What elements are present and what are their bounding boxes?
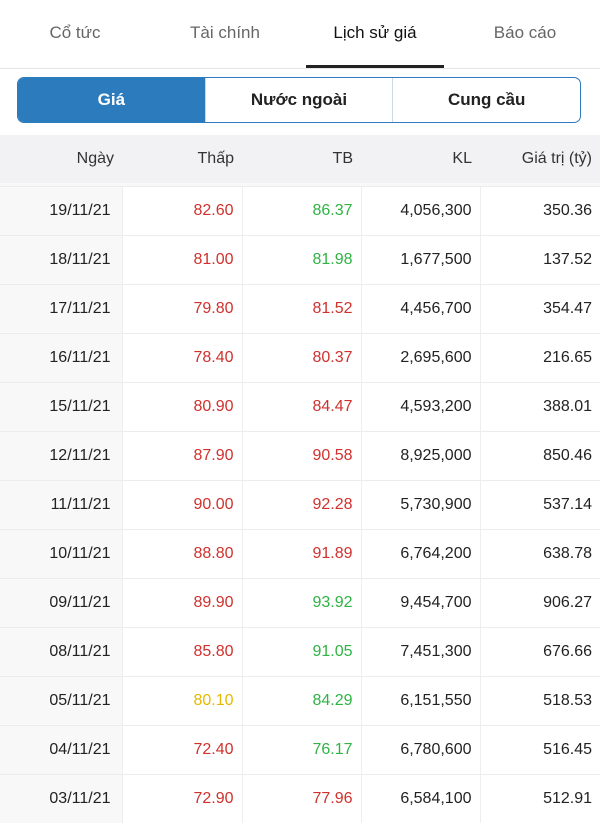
value-cell: 512.91 [480,775,600,823]
avg-cell: 91.89 [242,530,361,579]
avg-cell: 80.37 [242,334,361,383]
volume-cell: 4,056,300 [361,187,480,236]
volume-cell: 6,584,100 [361,775,480,823]
column-header[interactable]: Thấp [122,135,242,183]
avg-cell: 93.92 [242,579,361,628]
avg-cell: 77.96 [242,775,361,823]
date-cell: 08/11/21 [0,628,122,677]
avg-cell: 90.58 [242,432,361,481]
date-cell: 12/11/21 [0,432,122,481]
avg-cell: 91.05 [242,628,361,677]
tab[interactable]: Cổ tức [0,0,150,68]
date-cell: 04/11/21 [0,726,122,775]
date-cell: 15/11/21 [0,383,122,432]
volume-cell: 5,730,900 [361,481,480,530]
avg-cell: 81.98 [242,236,361,285]
tab[interactable]: Báo cáo [450,0,600,68]
value-cell: 537.14 [480,481,600,530]
value-cell: 906.27 [480,579,600,628]
date-cell: 11/11/21 [0,481,122,530]
date-cell: 19/11/21 [0,187,122,236]
tab[interactable]: Tài chính [150,0,300,68]
volume-cell: 6,764,200 [361,530,480,579]
volume-cell: 2,695,600 [361,334,480,383]
volume-cell: 4,456,700 [361,285,480,334]
avg-cell: 76.17 [242,726,361,775]
low-cell: 90.00 [122,481,242,530]
date-cell: 17/11/21 [0,285,122,334]
segment[interactable]: Cung cầu [392,78,580,122]
volume-cell: 9,454,700 [361,579,480,628]
low-cell: 80.10 [122,677,242,726]
low-cell: 80.90 [122,383,242,432]
avg-cell: 86.37 [242,187,361,236]
column-header[interactable]: KL [361,135,480,183]
low-cell: 82.60 [122,187,242,236]
avg-cell: 84.29 [242,677,361,726]
low-cell: 88.80 [122,530,242,579]
low-cell: 79.80 [122,285,242,334]
low-cell: 89.90 [122,579,242,628]
tab[interactable]: Lịch sử giá [300,0,450,68]
value-cell: 137.52 [480,236,600,285]
value-cell: 676.66 [480,628,600,677]
column-header[interactable]: Ngày [0,135,122,183]
date-cell: 05/11/21 [0,677,122,726]
avg-cell: 84.47 [242,383,361,432]
segment[interactable]: Giá [18,78,205,122]
segment[interactable]: Nước ngoài [205,78,393,122]
volume-cell: 1,677,500 [361,236,480,285]
value-cell: 850.46 [480,432,600,481]
column-header[interactable]: TB [242,135,361,183]
volume-cell: 8,925,000 [361,432,480,481]
avg-cell: 81.52 [242,285,361,334]
low-cell: 78.40 [122,334,242,383]
date-cell: 09/11/21 [0,579,122,628]
value-cell: 518.53 [480,677,600,726]
low-cell: 81.00 [122,236,242,285]
value-cell: 216.65 [480,334,600,383]
date-cell: 16/11/21 [0,334,122,383]
volume-cell: 7,451,300 [361,628,480,677]
value-cell: 350.36 [480,187,600,236]
date-cell: 10/11/21 [0,530,122,579]
volume-cell: 6,780,600 [361,726,480,775]
date-cell: 18/11/21 [0,236,122,285]
date-cell: 03/11/21 [0,775,122,823]
low-cell: 72.40 [122,726,242,775]
low-cell: 87.90 [122,432,242,481]
value-cell: 638.78 [480,530,600,579]
value-cell: 354.47 [480,285,600,334]
column-header[interactable]: Giá trị (tỷ) [480,135,600,183]
volume-cell: 6,151,550 [361,677,480,726]
value-cell: 516.45 [480,726,600,775]
value-cell: 388.01 [480,383,600,432]
low-cell: 85.80 [122,628,242,677]
low-cell: 72.90 [122,775,242,823]
volume-cell: 4,593,200 [361,383,480,432]
avg-cell: 92.28 [242,481,361,530]
